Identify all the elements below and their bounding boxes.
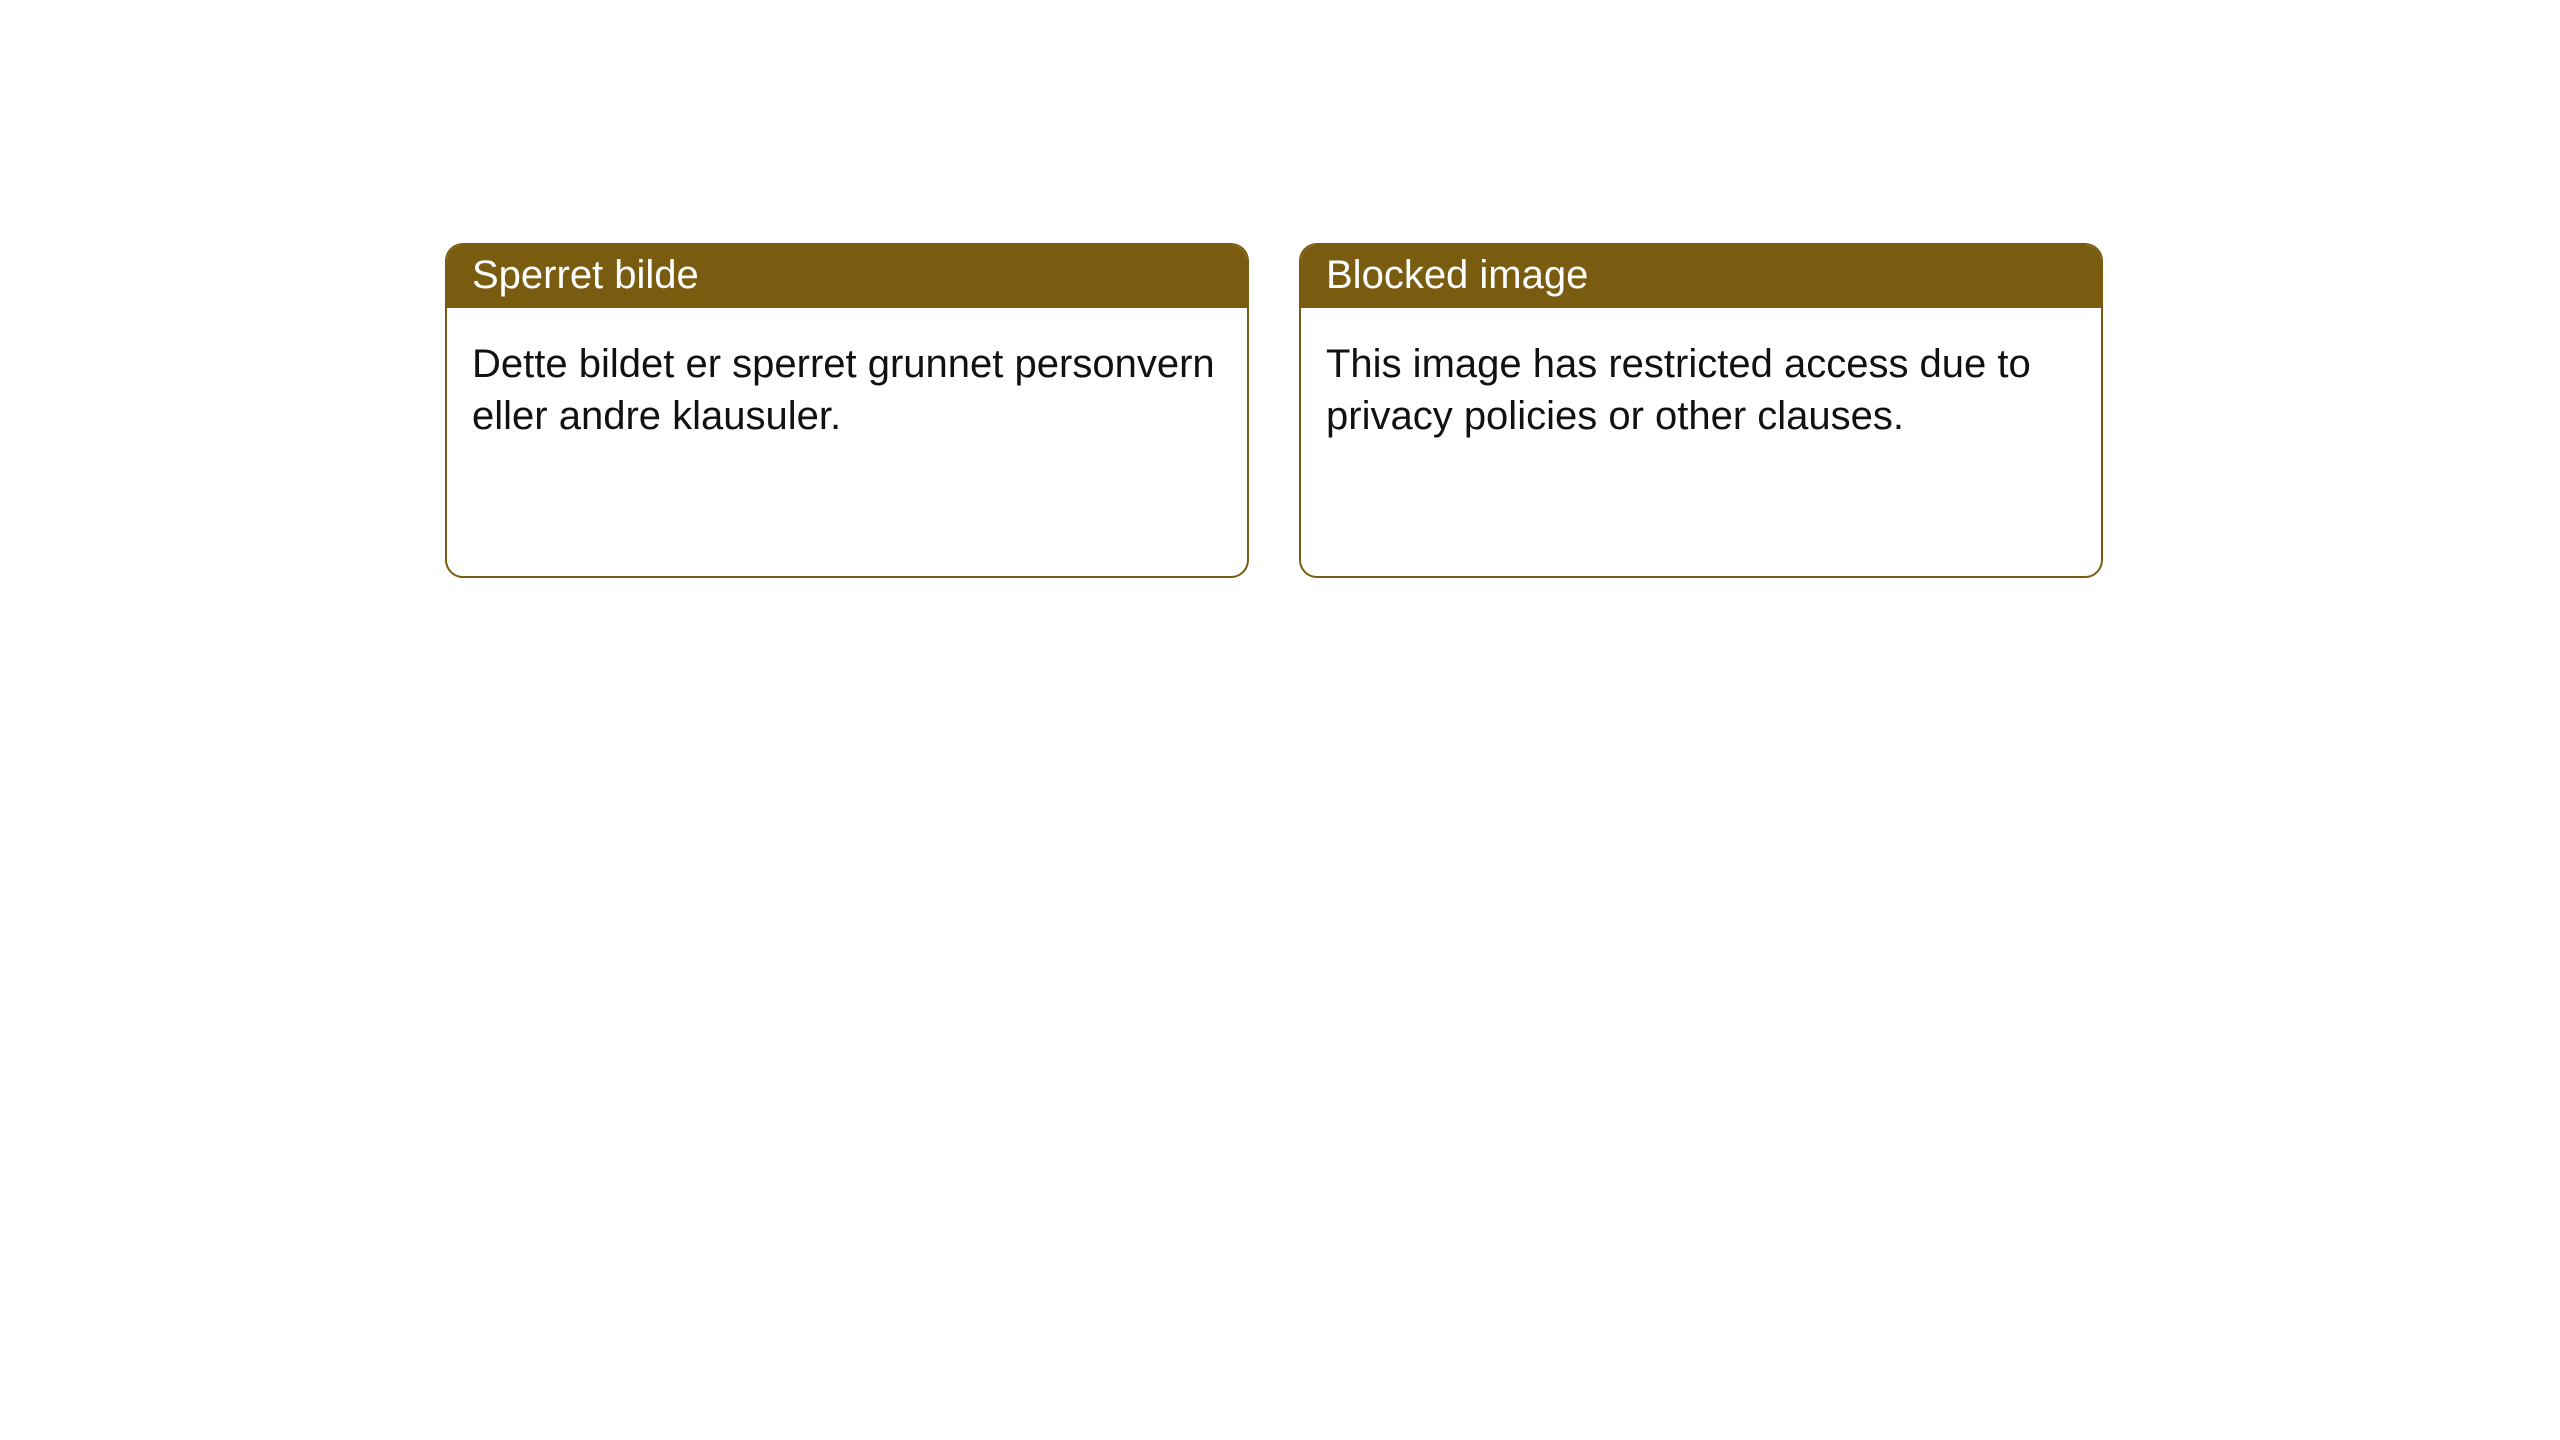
notice-box-en: Blocked image This image has restricted … [1299, 243, 2103, 578]
notice-title-no: Sperret bilde [447, 245, 1247, 308]
notice-body-no: Dette bildet er sperret grunnet personve… [447, 308, 1247, 472]
notice-body-en: This image has restricted access due to … [1301, 308, 2101, 472]
notice-container: Sperret bilde Dette bildet er sperret gr… [0, 0, 2560, 578]
notice-title-en: Blocked image [1301, 245, 2101, 308]
notice-box-no: Sperret bilde Dette bildet er sperret gr… [445, 243, 1249, 578]
